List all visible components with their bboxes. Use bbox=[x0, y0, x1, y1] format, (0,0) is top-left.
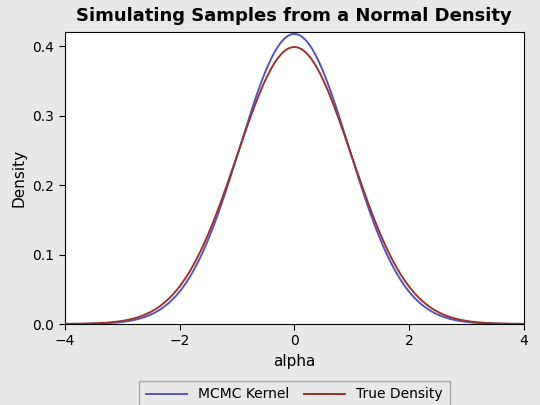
MCMC Kernel bbox=[59, 322, 66, 326]
Title: Simulating Samples from a Normal Density: Simulating Samples from a Normal Density bbox=[77, 7, 512, 25]
True Density bbox=[59, 322, 66, 326]
MCMC Kernel bbox=[33, 322, 39, 326]
X-axis label: alpha: alpha bbox=[273, 354, 315, 369]
True Density bbox=[284, 47, 291, 51]
True Density bbox=[291, 45, 298, 49]
MCMC Kernel bbox=[440, 314, 446, 319]
MCMC Kernel bbox=[270, 52, 276, 57]
Line: True Density: True Density bbox=[36, 47, 540, 324]
True Density bbox=[33, 322, 39, 326]
True Density bbox=[440, 312, 446, 317]
MCMC Kernel bbox=[535, 322, 540, 326]
MCMC Kernel bbox=[284, 34, 291, 39]
MCMC Kernel bbox=[534, 322, 540, 326]
Line: MCMC Kernel: MCMC Kernel bbox=[36, 34, 540, 324]
True Density bbox=[535, 322, 540, 326]
Y-axis label: Density: Density bbox=[12, 149, 27, 207]
Legend: MCMC Kernel, True Density: MCMC Kernel, True Density bbox=[139, 381, 450, 405]
True Density bbox=[270, 62, 276, 67]
True Density bbox=[534, 322, 540, 326]
MCMC Kernel bbox=[291, 32, 298, 36]
